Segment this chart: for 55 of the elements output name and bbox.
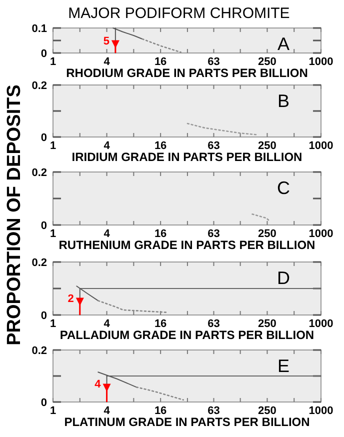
x-tick-label: 16 (154, 228, 167, 240)
x-tick-label: 1000 (308, 56, 334, 68)
x-tick-label: 250 (258, 140, 276, 152)
y-tick-label: 0 (40, 397, 47, 409)
x-tick-label: 1000 (308, 318, 334, 330)
chart-title: MAJOR PODIFORM CHROMITE (68, 5, 290, 22)
annotation: 5 (103, 35, 110, 48)
x-tick-label: 1 (50, 56, 56, 68)
annotation: 2 (68, 292, 74, 305)
x-tick-label: 250 (258, 405, 276, 417)
y-tick-label: 0 (40, 310, 47, 322)
x-tick-label: 16 (154, 140, 167, 152)
y-tick-label: 0 (40, 220, 47, 232)
y-tick-label: 0 (40, 48, 47, 60)
y-tick-label: 0.2 (32, 257, 47, 269)
y-tick-label: 0.2 (32, 167, 47, 179)
x-tick-label: 4 (104, 140, 111, 152)
x-tick-label: 4 (104, 228, 111, 240)
x-tick-label: 250 (258, 318, 276, 330)
annotation: A (277, 34, 290, 54)
x-tick-label: 1000 (308, 140, 334, 152)
x-tick-label: 1 (50, 318, 56, 330)
x-tick-label: 1 (50, 140, 56, 152)
x-tick-label: 250 (258, 228, 276, 240)
x-tick-label: 4 (104, 318, 111, 330)
y-tick-label: 0.2 (32, 80, 47, 92)
x-tick-label: 4 (104, 56, 111, 68)
x-tick-label: 63 (208, 405, 220, 417)
annotation: C (276, 178, 290, 198)
y-axis-title: PROPORTION OF DEPOSITS (4, 84, 25, 346)
x-axis-title: IRIDIUM GRADE IN PARTS PER BILLION (72, 150, 302, 164)
x-axis-title: PLATINUM GRADE IN PARTS PER BILLION (64, 415, 310, 429)
x-tick-label: 63 (208, 140, 220, 152)
x-tick-label: 63 (208, 318, 220, 330)
x-axis-title: RUTHENIUM GRADE IN PARTS PER BILLION (58, 238, 316, 252)
x-tick-label: 63 (208, 228, 220, 240)
y-tick-label: 0 (40, 132, 47, 144)
x-tick-label: 16 (154, 318, 167, 330)
x-axis-title: PALLADIUM GRADE IN PARTS PER BILLION (60, 328, 314, 342)
x-tick-label: 4 (104, 405, 111, 417)
annotation: D (276, 268, 290, 288)
x-axis-title: RHODIUM GRADE IN PARTS PER BILLION (66, 66, 308, 80)
x-tick-label: 16 (154, 56, 167, 68)
annotation: E (277, 356, 290, 376)
annotation: B (277, 91, 290, 111)
x-tick-label: 1 (50, 405, 56, 417)
x-tick-label: 1000 (308, 228, 334, 240)
x-tick-label: 16 (154, 405, 167, 417)
y-tick-label: 0.1 (32, 23, 47, 35)
x-tick-label: 1 (50, 228, 56, 240)
annotation: 4 (94, 378, 102, 391)
x-tick-label: 1000 (308, 405, 334, 417)
x-tick-label: 250 (258, 56, 276, 68)
y-tick-label: 0.2 (32, 345, 47, 357)
x-tick-label: 63 (208, 56, 220, 68)
